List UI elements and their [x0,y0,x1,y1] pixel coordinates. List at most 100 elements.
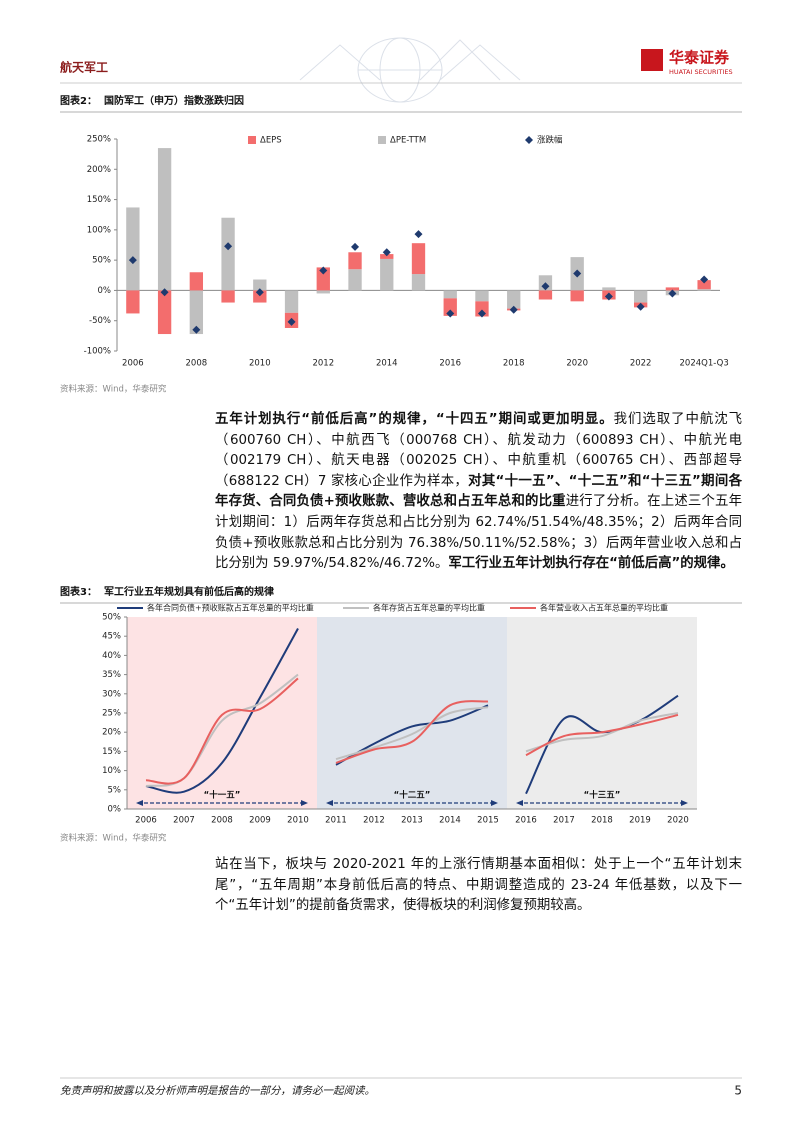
x-tick-label: 2006 [135,816,157,826]
period-label: “十一五” [204,790,241,801]
bar-segment [316,290,330,294]
x-tick-label: 2007 [173,816,195,826]
period-label: “十二五” [394,790,431,801]
period-background [317,617,507,809]
disclaimer: 免责声明和披露以及分析师声明是报告的一部分，请务必一起阅读。 [60,1085,375,1097]
x-tick-label: 2014 [376,359,398,369]
y-tick-label: 50% [92,256,111,266]
diamond-marker [509,305,518,314]
x-tick-label: 2008 [186,359,208,369]
x-tick-label: 2022 [630,359,652,369]
diamond-marker [477,309,486,318]
bar-segment [126,290,140,314]
bar-segment [665,287,680,291]
logo-sub: HUATAI SECURITIES [669,68,733,76]
figure-label: 图表2： [60,94,97,107]
diamond-marker [160,288,169,297]
bar-segment [157,148,172,291]
x-tick-label: 2020 [566,359,588,369]
figure-label: 图表3： [60,585,97,598]
x-tick-label: 2015 [477,816,499,826]
legend-label: ΔEPS [260,136,282,146]
legend-label: ΔPE-TTM [390,136,426,146]
text-run: 我们选取了中航沈飞（600760 CH）、中航西飞（000768 CH）、航发动… [215,412,743,489]
y-tick-label: 0% [98,286,112,296]
y-tick-label: 30% [102,689,121,699]
x-tick-label: 2010 [287,816,309,826]
x-tick-label: 2024Q1-Q3 [680,359,729,369]
bar-segment [348,252,362,270]
y-tick-label: 20% [102,728,121,738]
series-line [335,700,489,764]
x-tick-label: 2010 [249,359,271,369]
text-run: 对其“十一五”、“十二五”和“十三五”期间各年存货、合同负债+预收账款、营收总和… [215,473,742,510]
text-run: 进行了分析。在上述三个五年计划期间：1）后两年存货总和占比分别为 62.74%/… [215,494,743,572]
series-line [335,704,489,766]
y-tick-label: 25% [102,709,121,719]
y-tick-label: -100% [84,347,111,357]
y-tick-label: 250% [87,135,111,145]
bar-segment [633,290,648,303]
bar-segment [189,290,204,335]
arrow-head [301,800,308,806]
legend-marker [525,136,533,144]
series-line [525,712,679,753]
bar-segment [284,290,299,313]
figure-source: 资料来源：Wind，华泰研究 [60,384,167,395]
figure-title: 军工行业五年规划具有前低后高的规律 [104,585,274,598]
legend-swatch [378,136,386,144]
bar-segment [126,207,140,291]
series-line [335,706,489,761]
bar-segment [443,298,457,316]
bar-segment [602,287,616,291]
diamond-marker [255,288,264,297]
x-tick-label: 2016 [439,359,461,369]
period-background [127,617,317,809]
y-tick-label: 40% [102,651,121,661]
bar-segment [475,290,489,302]
bar-segment [697,289,711,291]
diamond-marker [668,289,677,298]
y-tick-label: 5% [108,785,122,795]
diamond-marker [319,266,328,275]
bar-segment [411,243,426,275]
bar-segment [475,301,489,317]
figure-source: 资料来源：Wind，华泰研究 [60,833,167,844]
bar-segment [189,272,204,291]
arrow-head [326,800,333,806]
y-tick-label: 50% [102,613,121,623]
x-tick-label: 2014 [439,816,461,826]
y-tick-label: 15% [102,747,121,757]
series-line [145,677,299,785]
x-tick-label: 2016 [515,816,537,826]
x-tick-label: 2009 [249,816,271,826]
legend-swatch [248,136,256,144]
paragraph: 站在当下，板块与 2020-2021 年的上涨行情期基本面相似：处于上一个“五年… [215,855,742,917]
bar-segment [221,217,235,291]
x-tick-label: 2013 [401,816,423,826]
bar-segment [570,290,584,302]
diamond-marker [287,317,296,326]
y-tick-label: 0% [108,805,122,815]
legend-label: 各年存货占五年总量的平均比重 [373,603,485,613]
bar-segment [221,290,235,303]
x-tick-label: 2019 [629,816,651,826]
bar-segment [253,290,267,303]
diamond-marker [541,282,550,291]
y-tick-label: 150% [87,195,111,205]
legend-label: 各年营业收入占五年总量的平均比重 [540,603,668,613]
section-name: 航天军工 [60,60,108,75]
x-tick-label: 2012 [312,359,334,369]
x-tick-label: 2017 [553,816,575,826]
diamond-marker [382,248,391,257]
series-line [525,713,679,757]
y-tick-label: 10% [102,766,121,776]
arrow-head [491,800,498,806]
page-number: 5 [734,1084,742,1098]
bar-segment [316,267,330,291]
diamond-marker [128,256,137,265]
bar-segment [380,254,394,259]
text-run: 军工行业五年计划执行存在“前低后高”的规律。 [448,556,734,572]
bar-segment [348,269,362,291]
